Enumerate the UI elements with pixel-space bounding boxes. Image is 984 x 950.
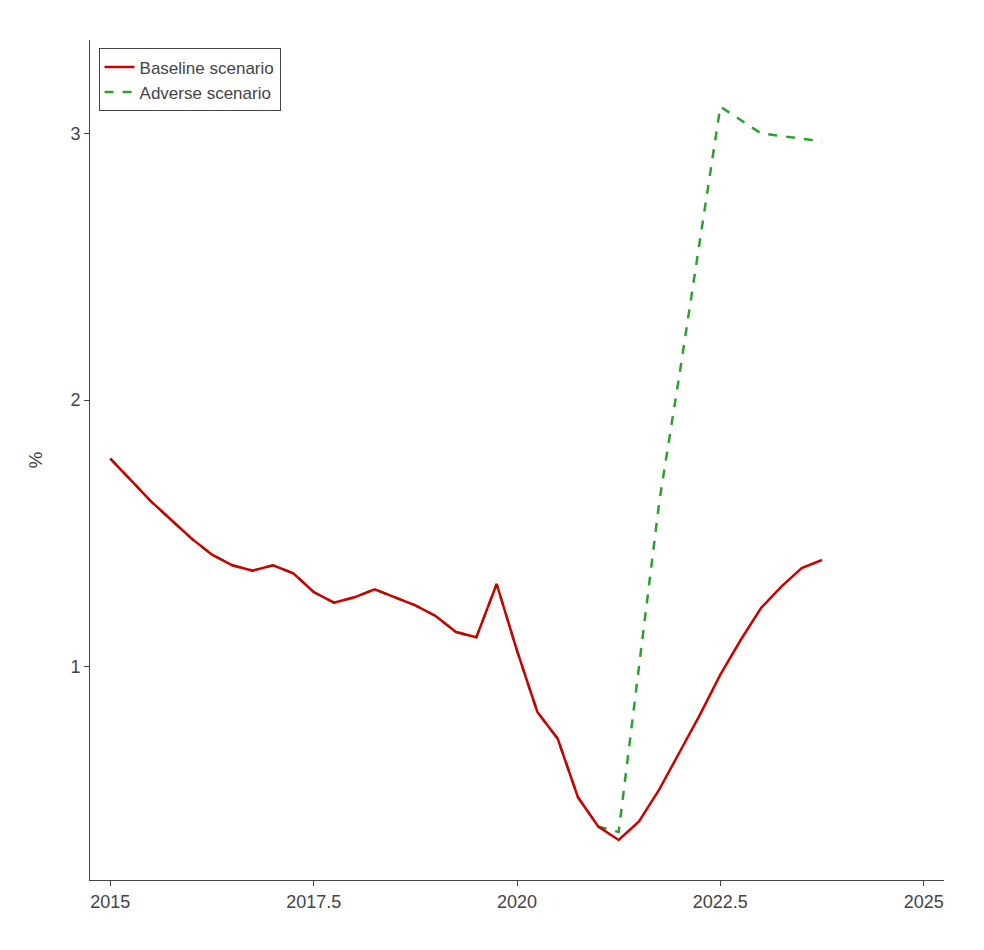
svg-text:Baseline scenario: Baseline scenario xyxy=(140,59,274,78)
svg-text:1: 1 xyxy=(70,657,80,677)
svg-text:2020: 2020 xyxy=(497,892,537,912)
svg-text:2015: 2015 xyxy=(90,892,130,912)
svg-text:3: 3 xyxy=(70,124,80,144)
svg-text:2022.5: 2022.5 xyxy=(693,892,748,912)
svg-text:Adverse scenario: Adverse scenario xyxy=(140,84,271,103)
svg-text:2025: 2025 xyxy=(904,892,944,912)
svg-text:%: % xyxy=(25,451,46,468)
svg-text:2: 2 xyxy=(70,390,80,410)
svg-text:2017.5: 2017.5 xyxy=(286,892,341,912)
